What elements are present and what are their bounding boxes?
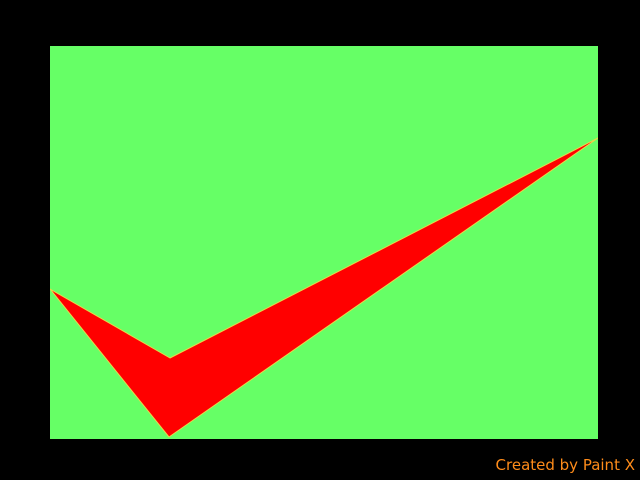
drawing-surface bbox=[50, 137, 598, 438]
drawing-canvas bbox=[50, 46, 598, 439]
credit-label: Created by Paint X bbox=[495, 456, 635, 474]
checkmark-icon bbox=[50, 137, 598, 438]
